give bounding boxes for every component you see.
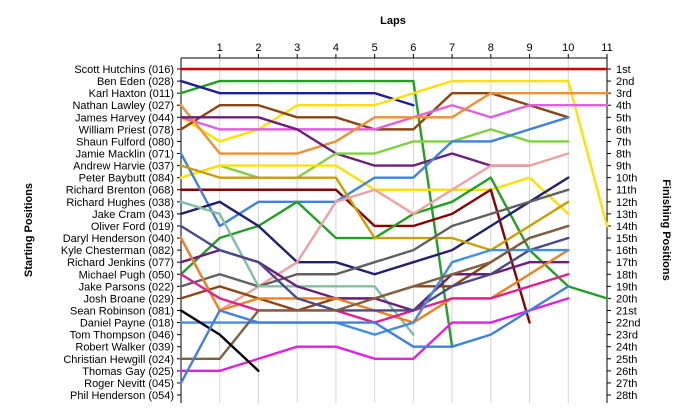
finishing-position-label: 23rd [616,330,638,342]
series-line [179,128,570,179]
starting-position-label: Josh Broane (029) [84,293,175,305]
axes [177,54,611,403]
lap-tick-label: 5 [372,42,378,54]
starting-position-label: Thomas Gay (025) [82,366,174,378]
starting-position-label: Michael Pugh (050) [79,269,174,281]
series-line [179,224,570,360]
starting-position-label: Richard Jenkins (077) [67,257,174,269]
starting-position-label: Richard Brenton (068) [66,185,174,197]
lap-tick-label: 6 [410,42,416,54]
series-line [179,285,570,385]
starting-position-label: Richard Hughes (038) [66,197,174,209]
starting-position-label: Karl Haxton (011) [89,88,174,100]
finishing-position-label: 24th [616,342,637,354]
y-axis-title-right: Finishing Positions [660,179,672,280]
finishing-position-label: 4th [616,100,631,112]
finishing-position-label: 18th [616,269,637,281]
series-line [179,79,454,348]
series-line [179,176,609,300]
series-line [179,116,570,228]
series-line [179,248,570,336]
lap-tick-label: 7 [449,42,455,54]
finishing-position-label: 5th [616,112,631,124]
series-line [179,79,609,228]
lap-tick-label: 3 [294,42,300,54]
finishing-position-label: 10th [616,173,637,185]
finishing-position-label: 7th [616,136,631,148]
starting-position-label: Phil Henderson (054) [70,390,174,402]
starting-position-label: Kyle Chesterman (082) [61,245,174,257]
series-line [179,79,415,107]
series-line [179,297,570,373]
series-line [179,116,531,167]
series-line [179,91,609,155]
starting-position-label: Jamie Macklin (071) [76,149,174,161]
finishing-position-label: 12th [616,197,637,209]
starting-position-label: Daryl Henderson (040) [63,233,174,245]
lap-tick-label: 2 [255,42,261,54]
finishing-position-label: 3rd [616,88,632,100]
series-line [179,224,570,312]
finishing-position-label: 21st [616,305,637,317]
starting-position-label: James Harvey (044) [75,112,174,124]
finishing-position-label: 8th [616,149,631,161]
finishing-position-label: 2nd [616,76,634,88]
finishing-position-label: 1st [616,64,631,76]
series-line [179,104,609,131]
starting-position-label: Jake Parsons (022) [79,281,174,293]
finishing-position-label: 6th [616,124,631,136]
finishing-position-label: 26th [616,366,637,378]
starting-position-label: Scott Hutchins (016) [74,64,174,76]
lap-tick-label: 4 [333,42,339,54]
grid [219,58,608,403]
series-lines [179,67,609,385]
lap-tick-label: 8 [488,42,494,54]
starting-position-label: Ben Eden (028) [97,76,174,88]
y-axis-title-left: Starting Positions [23,183,35,277]
finishing-position-label: 28th [616,390,637,402]
series-line [179,188,570,288]
finishing-position-label: 19th [616,281,637,293]
starting-position-label: Robert Walker (039) [75,342,174,354]
finishing-position-labels: 1st2nd3rd4th5th6th7th8th9th10th11th12th1… [616,64,640,402]
series-line [179,176,570,276]
finishing-position-label: 11th [616,185,637,197]
lap-tick-label: 9 [526,42,532,54]
finishing-position-label: 27th [616,378,637,390]
lap-tick-label: 10 [562,42,574,54]
finishing-position-label: 17th [616,257,637,269]
starting-position-label: Peter Baybutt (084) [79,173,174,185]
starting-position-label: William Priest (078) [79,124,174,136]
finishing-position-label: 13th [616,209,637,221]
starting-position-label: Nathan Lawley (027) [72,100,174,112]
finishing-position-label: 25th [616,354,637,366]
starting-position-label: Christian Hewgill (024) [63,354,174,366]
finishing-position-label: 9th [616,161,631,173]
starting-position-labels: Scott Hutchins (016)Ben Eden (028)Karl H… [61,64,174,402]
finishing-position-label: 14th [616,221,637,233]
finishing-position-label: 22nd [616,318,640,330]
starting-position-label: Sean Robinson (081) [70,305,174,317]
finishing-position-label: 15th [616,233,637,245]
starting-position-label: Shaun Fulford (080) [76,136,174,148]
series-line [179,164,570,252]
finishing-position-label: 20th [616,293,637,305]
lap-tick-labels: 1 2 3 4 5 6 7 8 9 10 11 [217,42,613,54]
starting-position-label: Roger Nevitt (045) [84,378,174,390]
starting-position-label: Jake Cram (043) [92,209,174,221]
series-line [179,309,260,373]
starting-position-label: Andrew Harvie (037) [73,161,174,173]
lap-tick-label: 11 [601,42,612,54]
starting-position-label: Daniel Payne (018) [80,318,174,330]
finishing-position-label: 16th [616,245,637,257]
x-axis-title: Laps [380,15,406,27]
starting-position-label: Oliver Ford (019) [91,221,174,233]
lap-tick-label: 1 [217,42,223,54]
starting-position-label: Tom Thompson (046) [70,330,174,342]
